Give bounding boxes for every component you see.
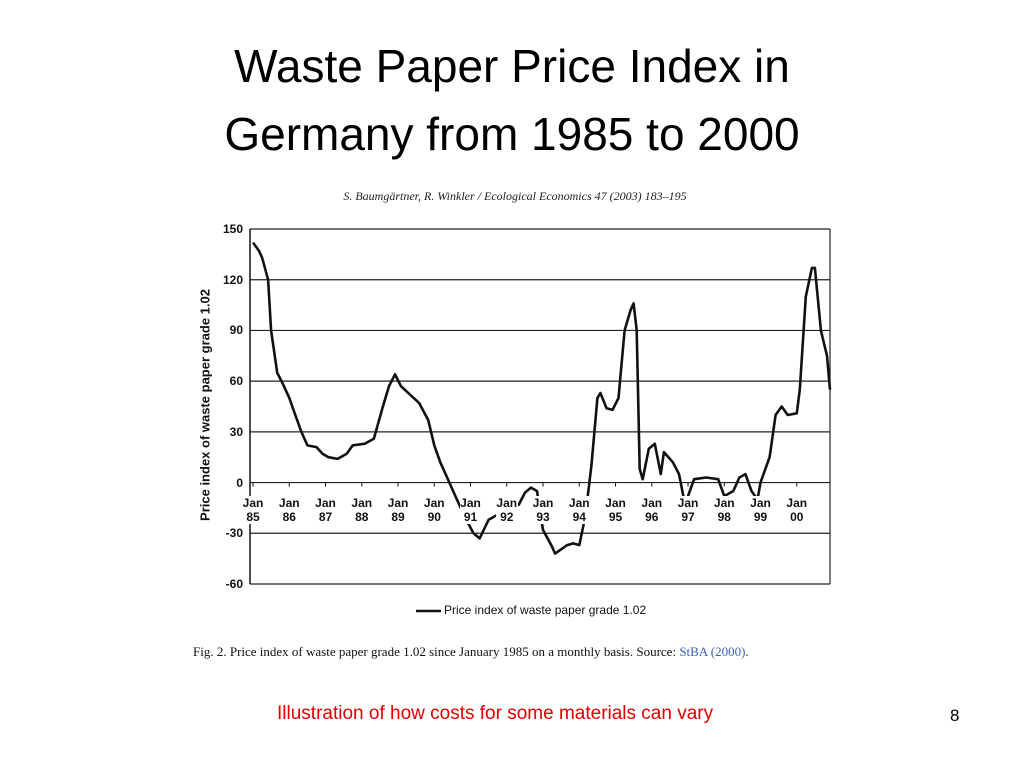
x-tick-label: Jan 92 bbox=[495, 495, 518, 524]
y-tick-label: -30 bbox=[225, 526, 243, 541]
y-tick-label: 90 bbox=[229, 323, 243, 338]
source-link: StBA (2000) bbox=[679, 644, 746, 659]
legend-label: Price index of waste paper grade 1.02 bbox=[444, 603, 647, 617]
subtitle: Illustration of how costs for some mater… bbox=[277, 703, 714, 724]
citation: S. Baumgärtner, R. Winkler / Ecological … bbox=[343, 189, 687, 203]
x-tick-label: Jan 94 bbox=[568, 495, 591, 524]
x-tick-label: Jan 87 bbox=[314, 495, 337, 524]
y-tick-label: 0 bbox=[236, 475, 243, 490]
x-tick-label: Jan 00 bbox=[785, 495, 808, 524]
x-tick-label: Jan 95 bbox=[604, 495, 627, 524]
y-tick-label: -60 bbox=[225, 577, 243, 591]
data-line bbox=[251, 241, 832, 555]
slide-title: Waste Paper Price Index in Germany from … bbox=[224, 40, 800, 160]
page-number: 8 bbox=[950, 706, 960, 725]
x-tick-label: Jan 98 bbox=[713, 495, 736, 524]
y-tick-label: 30 bbox=[229, 424, 243, 439]
x-tick-label: Jan 86 bbox=[278, 495, 301, 524]
x-tick-label: Jan 96 bbox=[640, 495, 663, 524]
x-tick-label: Jan 89 bbox=[387, 495, 410, 524]
x-tick-label: Jan 88 bbox=[350, 495, 373, 524]
y-tick-label: 60 bbox=[229, 374, 243, 389]
y-tick-label: 120 bbox=[222, 272, 243, 287]
y-tick-label: 150 bbox=[222, 222, 243, 236]
caption: Fig. 2. Price index of waste paper grade… bbox=[193, 644, 749, 660]
x-tick-label: Jan 93 bbox=[532, 495, 555, 524]
x-tick-label: Jan 99 bbox=[749, 495, 772, 524]
caption-text: Fig. 2. Price index of waste paper grade… bbox=[193, 644, 677, 659]
x-tick-label: Jan 90 bbox=[423, 495, 446, 524]
x-tick-label: Jan 85 bbox=[242, 495, 265, 524]
x-tick-label: Jan 97 bbox=[677, 495, 700, 524]
caption-end: . bbox=[745, 644, 749, 659]
x-tick-label: Jan 91 bbox=[459, 495, 482, 524]
